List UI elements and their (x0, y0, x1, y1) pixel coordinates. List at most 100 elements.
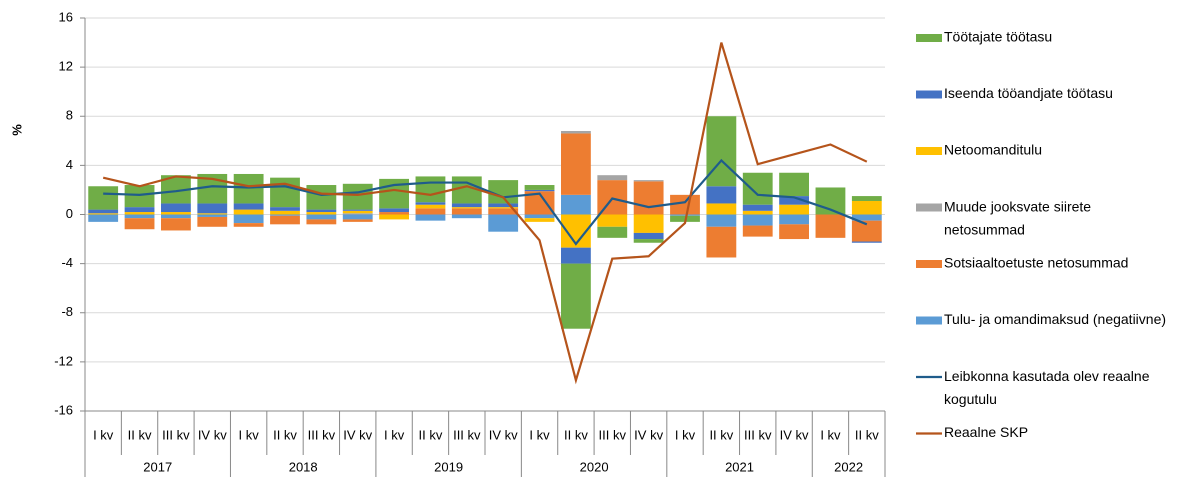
bar-segment (270, 177, 300, 208)
x-tick-label: II kv (855, 427, 879, 442)
legend-label: Tulu- ja omandimaksud (negatiivne) (944, 311, 1166, 327)
bar-segment (379, 208, 409, 213)
bar-segment (488, 214, 519, 232)
bar-segment (779, 224, 809, 240)
bar-segment (233, 223, 264, 227)
legend-label: Iseenda tööandjate töötasu (944, 85, 1113, 101)
bar-segment (306, 185, 337, 210)
bar-segment (670, 194, 700, 215)
bar-segment (197, 214, 228, 217)
y-tick-label: 0 (66, 206, 73, 221)
bar-segment (270, 210, 300, 215)
bar-segment (415, 204, 446, 209)
x-tick-label: II kv (564, 427, 588, 442)
bar-segment (561, 263, 591, 329)
x-tick-label: III kv (453, 427, 481, 442)
legend-label: Reaalne SKP (944, 424, 1028, 440)
x-tick-label: II kv (419, 427, 443, 442)
bar-segment (124, 214, 155, 219)
x-tick-label: II kv (709, 427, 733, 442)
bar-segment (270, 207, 300, 211)
legend-swatch (916, 34, 942, 42)
x-tick-label: II kv (128, 427, 152, 442)
bar-segment (561, 133, 591, 195)
bar-segment (524, 218, 555, 222)
bar-segment (488, 180, 519, 204)
bar-segment (342, 219, 373, 222)
y-tick-label: 12 (59, 59, 73, 74)
bar-segment (451, 208, 482, 215)
bar-segment (342, 214, 373, 220)
bar-segment (851, 214, 882, 221)
bar-segment (706, 203, 737, 215)
x-tick-label: III kv (599, 427, 627, 442)
x-tick-label: I kv (384, 427, 405, 442)
x-tick-label: III kv (744, 427, 772, 442)
bar-segment (524, 191, 555, 215)
bar-segment (851, 196, 882, 201)
group-label: 2020 (580, 459, 609, 474)
bar-segment (124, 212, 155, 215)
legend-label: Töötajate töötasu (944, 29, 1052, 45)
bar-segment (597, 214, 628, 227)
y-tick-label: 4 (66, 157, 73, 172)
bar-segment (270, 214, 300, 216)
x-tick-label: I kv (820, 427, 841, 442)
legend-swatch (916, 90, 942, 99)
bar-segment (706, 116, 737, 187)
line-series (103, 158, 868, 246)
x-tick-label: III kv (162, 427, 190, 442)
bar-segment (342, 210, 373, 214)
bar-segment (815, 214, 846, 238)
bar-segment (270, 215, 300, 225)
bar-segment (415, 176, 446, 203)
bar-segment (851, 220, 882, 242)
bar-segment (597, 180, 628, 215)
bar-segment (488, 207, 519, 209)
bar-segment (779, 196, 809, 205)
group-label: 2022 (834, 459, 863, 474)
bar-segment (524, 189, 555, 192)
bar-segment (706, 226, 737, 258)
x-tick-label: III kv (308, 427, 336, 442)
bar-segment (233, 209, 264, 215)
x-tick-label: IV kv (198, 427, 227, 442)
legend-label: Leibkonna kasutada olev reaalne kogutulu (944, 368, 1150, 407)
bar-segment (415, 202, 446, 205)
y-tick-label: -16 (54, 402, 73, 417)
bar-segment (161, 214, 191, 219)
line-series (102, 42, 868, 385)
bar-segment (524, 214, 555, 219)
bar-segment (524, 185, 555, 190)
bar-segment (633, 232, 664, 240)
bar-segment (597, 226, 628, 238)
bar-segment (415, 208, 446, 215)
bar-segment (233, 203, 264, 210)
bar-segment (561, 130, 591, 134)
legend-swatch (916, 203, 942, 212)
legend-label: Netoomanditulu (944, 142, 1042, 158)
bar-segment (161, 203, 191, 213)
x-tick-label: IV kv (343, 427, 372, 442)
bar-segment (379, 212, 409, 215)
bar-segment (779, 172, 809, 197)
bar-segment (342, 209, 373, 211)
x-tick-label: IV kv (780, 427, 809, 442)
bar-segment (488, 208, 519, 215)
bar-segment (851, 241, 882, 243)
bar-segment (451, 214, 482, 219)
bar-segment (415, 214, 446, 221)
legend-label: Sotsiaaltoetuste netosummad (944, 255, 1128, 271)
bar-segment (124, 207, 155, 213)
y-tick-label: -12 (54, 353, 73, 368)
x-tick-label: II kv (273, 427, 297, 442)
legend-label: Muude jooksvate siirete netosummad (944, 198, 1091, 237)
bar-segment (306, 209, 337, 213)
bar-segment (451, 203, 482, 208)
y-tick-label: -8 (61, 304, 73, 319)
bar-segment (742, 214, 773, 226)
bar-segment (451, 207, 482, 209)
bar-segment (124, 185, 155, 208)
legend-swatch (916, 316, 942, 325)
